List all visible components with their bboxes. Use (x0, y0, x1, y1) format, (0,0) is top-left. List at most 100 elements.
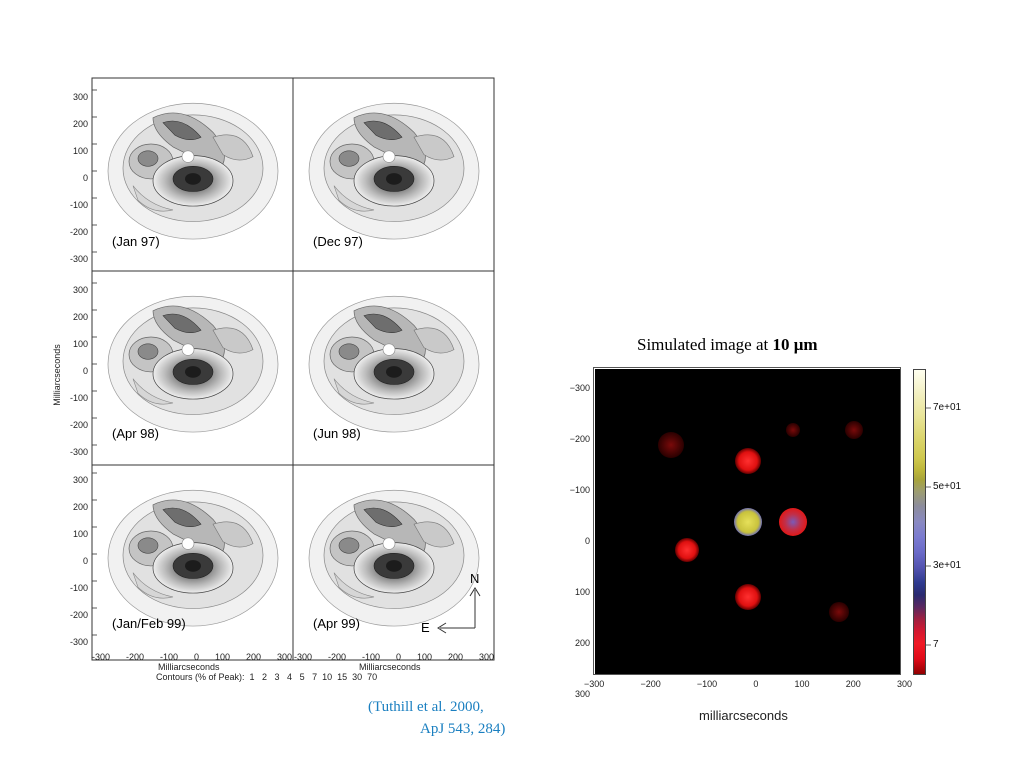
contour-panel-dec97 (308, 102, 480, 240)
x-ticks-right-col: -300 -200 -100 0 100 200 300 (294, 652, 494, 662)
panel-label-jun98: (Jun 98) (313, 426, 361, 441)
y-tick: 100 (72, 146, 88, 156)
contours-legend: Contours (% of Peak): 1 2 3 4 5 7 10 15 … (156, 672, 378, 682)
right-figure-title: Simulated image at 10 μm (637, 335, 818, 355)
citation-line1: (Tuthill et al. 2000, (368, 699, 484, 715)
x-tick: 300 (478, 652, 494, 662)
y-tick: 0 (584, 536, 590, 546)
x-ticks-left-col: -300 -200 -100 0 100 200 300 (92, 652, 292, 662)
compass-north-label: N (470, 571, 480, 586)
x-tick: 300 (276, 652, 292, 662)
y-tick: 100 (72, 339, 88, 349)
simulated-image-panel (595, 369, 901, 675)
y-tick: 200 (72, 312, 88, 322)
simulated-image (658, 421, 863, 622)
y-tick: 200 (72, 119, 88, 129)
y-tick: 300 (72, 92, 88, 102)
contour-grid (91, 77, 495, 661)
colorbar-label-7: 7 (933, 639, 939, 650)
y-tick: 200 (574, 638, 590, 648)
left-ticks (92, 89, 97, 636)
x-tick: 100 (794, 679, 810, 689)
source-faint-upper-right (786, 423, 800, 437)
colorbar (913, 369, 926, 675)
x-tick: 0 (193, 652, 199, 662)
y-tick: -100 (69, 393, 88, 403)
x-tick: −100 (696, 679, 718, 689)
y-tick: −100 (569, 485, 590, 495)
x-tick: -300 (92, 652, 111, 662)
citation: (Tuthill et al. 2000, ApJ 543, 284) (368, 696, 528, 740)
y-tick: 300 (72, 475, 88, 485)
y-tick: 0 (82, 556, 88, 566)
x-tick: −300 (584, 679, 605, 689)
x-axis-label-left: Milliarcseconds (158, 662, 220, 672)
source-lower-left (675, 538, 699, 562)
y-tick: -300 (69, 637, 88, 647)
y-ticks-row3: 300 200 100 0 -100 -200 -300 (64, 467, 88, 656)
simulated-image-frame (593, 367, 901, 675)
compass-arrows (437, 587, 481, 634)
source-bottom (735, 584, 761, 610)
y-tick: -300 (69, 254, 88, 264)
citation-line2: ApJ 543, 284) (420, 721, 506, 737)
x-tick: −200 (640, 679, 661, 689)
y-tick: -200 (69, 227, 88, 237)
x-tick: 0 (395, 652, 401, 662)
x-tick: 200 (845, 679, 861, 689)
x-tick: 300 (896, 679, 912, 689)
left-y-axis-label: Milliarcseconds (52, 344, 62, 406)
x-tick: -300 (294, 652, 313, 662)
x-tick: -200 (125, 652, 144, 662)
source-faint-far-right (845, 421, 863, 439)
y-tick: −200 (569, 434, 590, 444)
left-figure: 300 200 100 0 -100 -200 -300 300 200 100… (50, 70, 500, 690)
y-tick: 0 (82, 366, 88, 376)
colorbar-ticks (926, 369, 932, 675)
y-tick: -200 (69, 420, 88, 430)
panel-label-dec97: (Dec 97) (313, 234, 363, 249)
y-tick: −300 (569, 383, 590, 393)
x-axis-label-right: Milliarcseconds (359, 662, 421, 672)
source-top (735, 448, 761, 474)
source-faint-left (658, 432, 684, 458)
panel-frame-grid (91, 77, 495, 661)
x-tick: 200 (245, 652, 261, 662)
colorbar-label-70: 7e+01 (933, 402, 962, 413)
y-tick: -200 (69, 610, 88, 620)
x-tick: 100 (214, 652, 230, 662)
x-tick: -100 (159, 652, 178, 662)
panel-label-jan97: (Jan 97) (112, 234, 160, 249)
source-right (779, 508, 807, 536)
contour-panel-apr98 (107, 295, 279, 433)
contour-panel-jan97 (107, 102, 279, 240)
panel-label-apr99: (Apr 99) (313, 616, 360, 631)
y-ticks-row2: 300 200 100 0 -100 -200 -300 (64, 277, 88, 466)
x-tick: 0 (753, 679, 759, 689)
y-tick: 300 (72, 285, 88, 295)
y-ticks-row1: 300 200 100 0 -100 -200 -300 (64, 84, 88, 273)
contour-panel-janfeb99 (107, 489, 279, 627)
x-tick: -200 (327, 652, 346, 662)
y-tick: 300 (574, 689, 590, 699)
right-x-axis-label: milliarcseconds (699, 708, 788, 723)
y-tick: 100 (574, 587, 590, 597)
title-prefix: Simulated image at (637, 335, 773, 354)
colorbar-label-30: 3e+01 (933, 560, 962, 571)
right-x-ticks: −300 −200 −100 0 100 200 300 (584, 679, 912, 689)
source-center (734, 508, 762, 536)
y-tick: 100 (72, 529, 88, 539)
source-faint-lower-right (829, 602, 849, 622)
compass-east-label: E (421, 620, 430, 635)
y-tick: -300 (69, 447, 88, 457)
y-tick: 0 (82, 173, 88, 183)
panel-label-janfeb99: (Jan/Feb 99) (112, 616, 186, 631)
right-y-ticks: −300 −200 −100 0 100 200 300 (556, 363, 590, 720)
title-bold: 10 μm (772, 335, 818, 354)
contour-panel-jun98 (308, 295, 480, 433)
x-tick: -100 (361, 652, 380, 662)
x-tick: 100 (416, 652, 432, 662)
y-tick: 200 (72, 502, 88, 512)
panel-label-apr98: (Apr 98) (112, 426, 159, 441)
x-tick: 200 (447, 652, 463, 662)
